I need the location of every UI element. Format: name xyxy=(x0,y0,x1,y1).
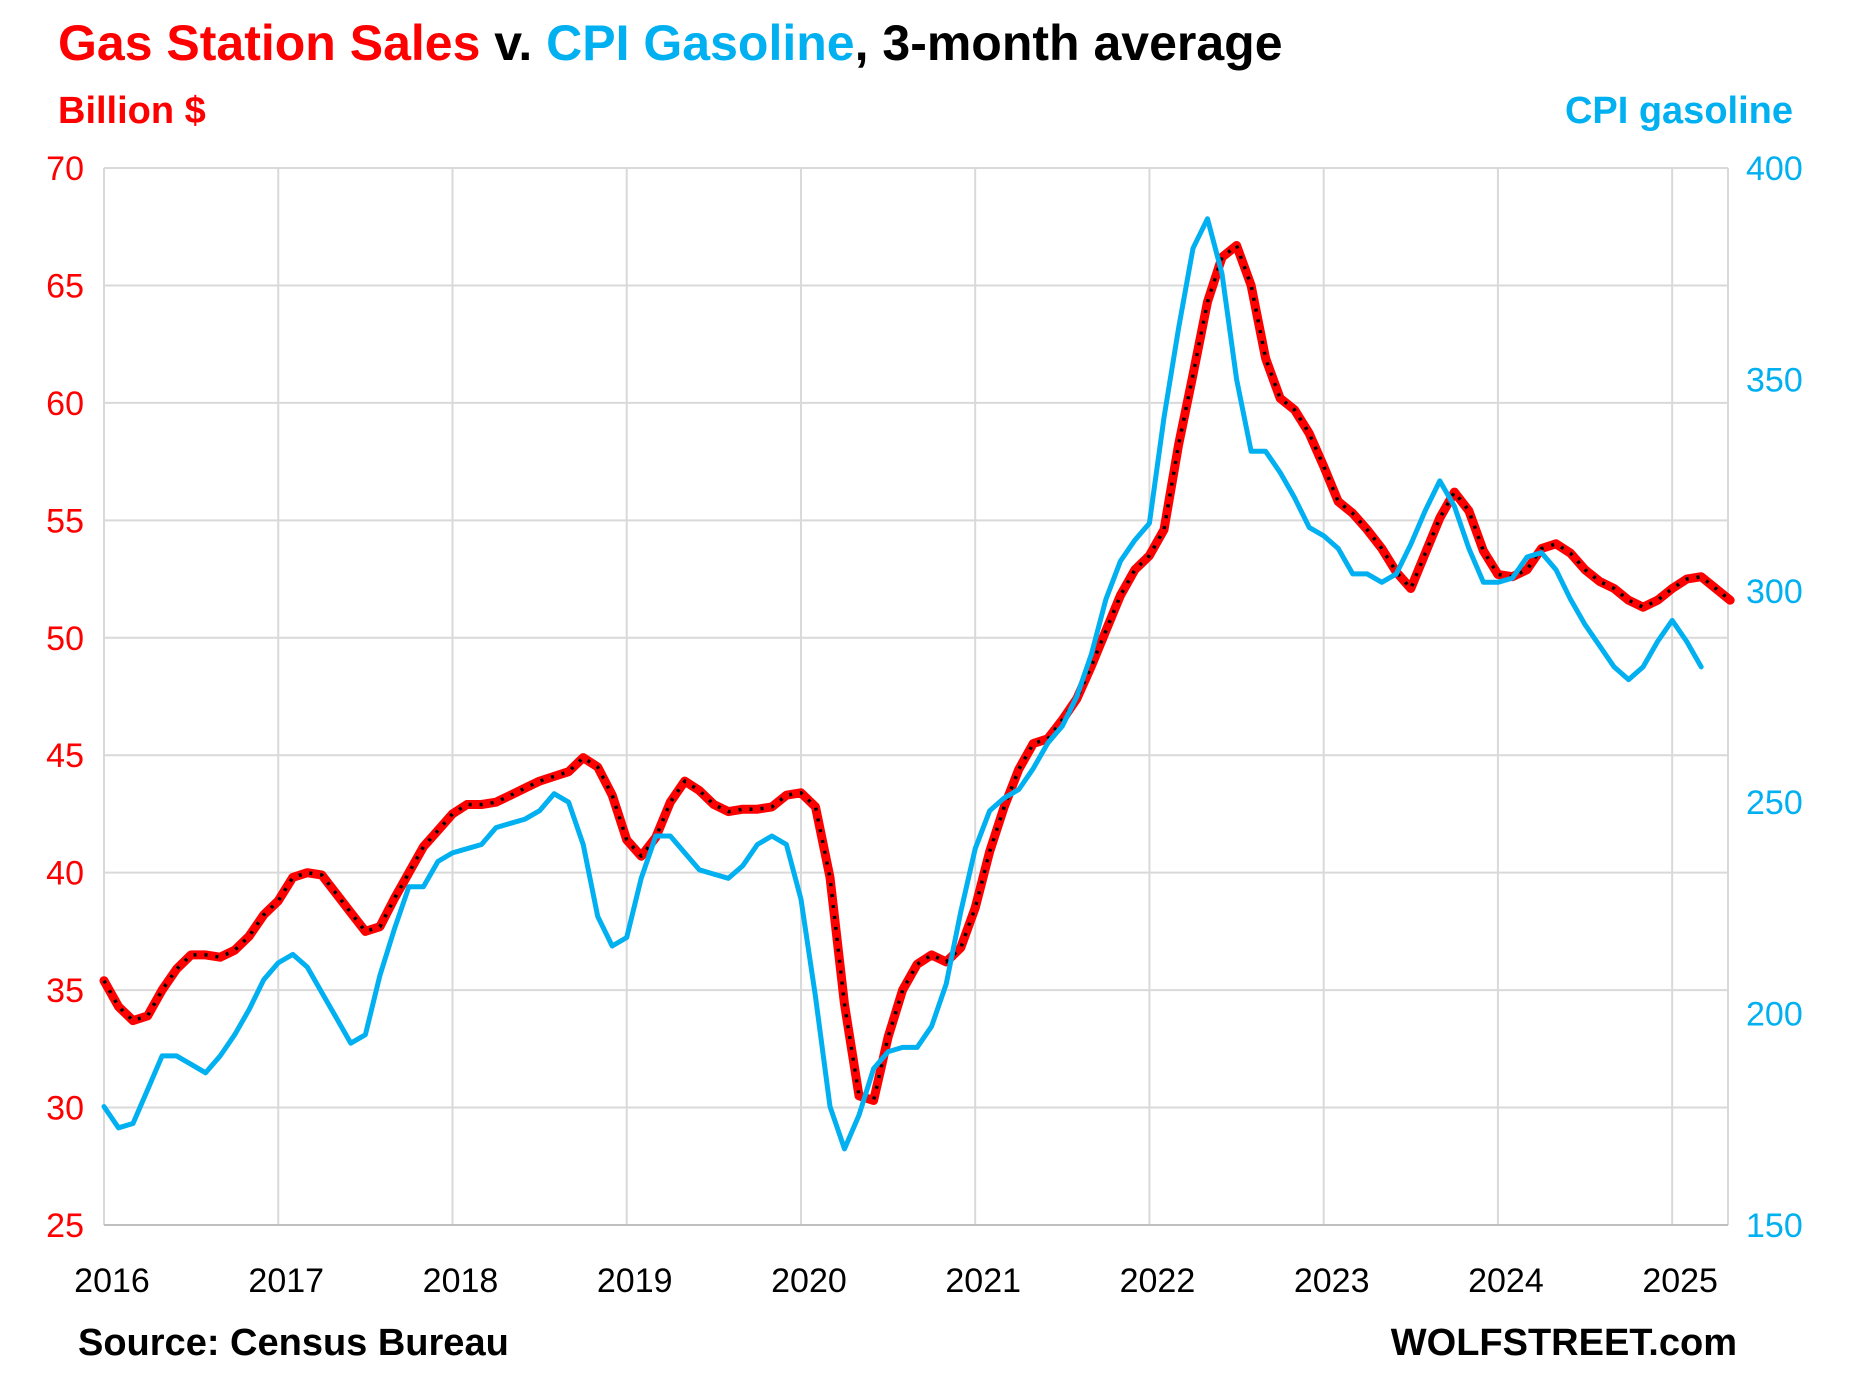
series-lines xyxy=(99,216,1735,1152)
left-tick-label: 55 xyxy=(46,502,84,540)
left-tick-label: 50 xyxy=(46,620,84,658)
cpi-series-line xyxy=(101,216,1704,1152)
right-axis-unit: CPI gasoline xyxy=(1564,90,1793,132)
x-tick-label: 2017 xyxy=(248,1262,324,1300)
x-tick-label: 2025 xyxy=(1642,1262,1718,1300)
right-tick-label: 300 xyxy=(1746,573,1803,611)
x-tick-label: 2020 xyxy=(771,1262,847,1300)
title-cpi: CPI Gasoline xyxy=(546,15,855,71)
right-tick-label: 200 xyxy=(1746,996,1803,1034)
left-tick-label: 30 xyxy=(46,1090,84,1128)
chart-title: Gas Station Sales v. CPI Gasoline, 3-mon… xyxy=(58,14,1283,72)
brand-label: WOLFSTREET.com xyxy=(1390,1322,1737,1364)
x-tick-label: 2016 xyxy=(74,1262,150,1300)
left-tick-label: 40 xyxy=(46,855,84,893)
left-tick-label: 70 xyxy=(46,150,84,188)
right-tick-label: 150 xyxy=(1746,1207,1803,1245)
x-tick-label: 2024 xyxy=(1468,1262,1544,1300)
right-tick-label: 250 xyxy=(1746,784,1803,822)
gridlines xyxy=(103,167,1729,1226)
title-suffix: , 3-month average xyxy=(854,15,1283,71)
left-axis-ticks: 25 30 35 40 45 50 55 60 65 70 xyxy=(46,150,84,1245)
x-tick-label: 2023 xyxy=(1294,1262,1370,1300)
x-tick-label: 2019 xyxy=(597,1262,673,1300)
sales-series-dots xyxy=(102,243,1732,1103)
sales-series-line xyxy=(99,241,1735,1105)
left-tick-label: 45 xyxy=(46,737,84,775)
left-tick-label: 35 xyxy=(46,972,84,1010)
x-tick-label: 2022 xyxy=(1120,1262,1196,1300)
x-axis-ticks: 2016 2017 2018 2019 2020 2021 2022 2023 2024 2025 xyxy=(74,1262,1718,1300)
right-tick-label: 350 xyxy=(1746,361,1803,399)
left-tick-label: 65 xyxy=(46,267,84,305)
left-axis-unit: Billion $ xyxy=(58,90,206,132)
title-versus: v. xyxy=(480,15,547,71)
left-tick-label: 25 xyxy=(46,1207,84,1245)
left-tick-label: 60 xyxy=(46,385,84,423)
x-tick-label: 2018 xyxy=(423,1262,499,1300)
right-tick-label: 400 xyxy=(1746,150,1803,188)
source-note: Source: Census Bureau xyxy=(78,1322,509,1364)
right-axis-ticks: 150 200 250 300 350 400 xyxy=(1746,150,1803,1245)
x-tick-label: 2021 xyxy=(945,1262,1021,1300)
title-sales: Gas Station Sales xyxy=(58,15,481,71)
